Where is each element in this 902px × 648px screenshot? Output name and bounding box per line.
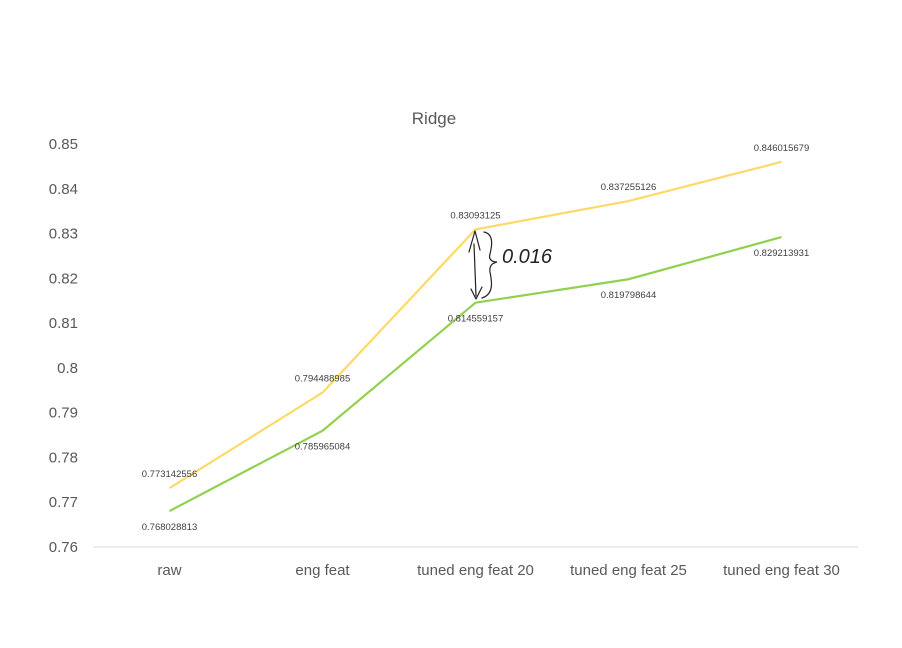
annotation-brace bbox=[481, 231, 498, 299]
series-lines bbox=[168, 160, 782, 513]
y-tick-label: 0.84 bbox=[49, 181, 78, 198]
y-tick-label: 0.85 bbox=[49, 136, 78, 153]
data-label: 0.829213931 bbox=[754, 248, 809, 259]
data-label: 0.83093125 bbox=[450, 210, 500, 221]
x-axis: raw eng feat tuned eng feat 20 tuned eng fe… bbox=[157, 562, 839, 579]
x-tick-label: tuned eng feat 20 bbox=[417, 562, 534, 579]
series-line bbox=[168, 236, 782, 513]
y-tick-label: 0.79 bbox=[49, 405, 78, 422]
x-tick-label: tuned eng feat 25 bbox=[570, 562, 687, 579]
chart-title: Ridge bbox=[412, 109, 456, 128]
data-labels: 0.773142556 0.794488985 0.83093125 0.837255… bbox=[142, 143, 809, 533]
y-tick-label: 0.78 bbox=[49, 449, 78, 466]
handwritten-annotation: 0.016 bbox=[468, 230, 553, 300]
data-label: 0.819798644 bbox=[601, 290, 656, 301]
annotation-text: 0.016 bbox=[502, 246, 553, 268]
data-label: 0.768028813 bbox=[142, 522, 197, 533]
y-tick-label: 0.77 bbox=[49, 494, 78, 511]
data-label: 0.814559157 bbox=[448, 314, 503, 325]
y-tick-label: 0.8 bbox=[57, 360, 78, 377]
x-tick-label: tuned eng feat 30 bbox=[723, 562, 840, 579]
data-label: 0.846015679 bbox=[754, 143, 809, 154]
annotation-arrow bbox=[468, 230, 483, 300]
x-tick-label: raw bbox=[157, 562, 181, 579]
data-label: 0.773142556 bbox=[142, 469, 197, 480]
series-line bbox=[168, 160, 782, 490]
data-label: 0.837255126 bbox=[601, 182, 656, 193]
data-label: 0.794488985 bbox=[295, 374, 350, 385]
y-tick-label: 0.76 bbox=[49, 539, 78, 556]
y-tick-label: 0.81 bbox=[49, 315, 78, 332]
data-label: 0.785965084 bbox=[295, 442, 350, 453]
y-tick-label: 0.83 bbox=[49, 226, 78, 243]
y-tick-label: 0.82 bbox=[49, 270, 78, 287]
y-axis: 0.76 0.77 0.78 0.79 0.8 0.81 0.82 0.83 0.84 0.85 bbox=[49, 136, 78, 556]
x-tick-label: eng feat bbox=[295, 562, 350, 579]
